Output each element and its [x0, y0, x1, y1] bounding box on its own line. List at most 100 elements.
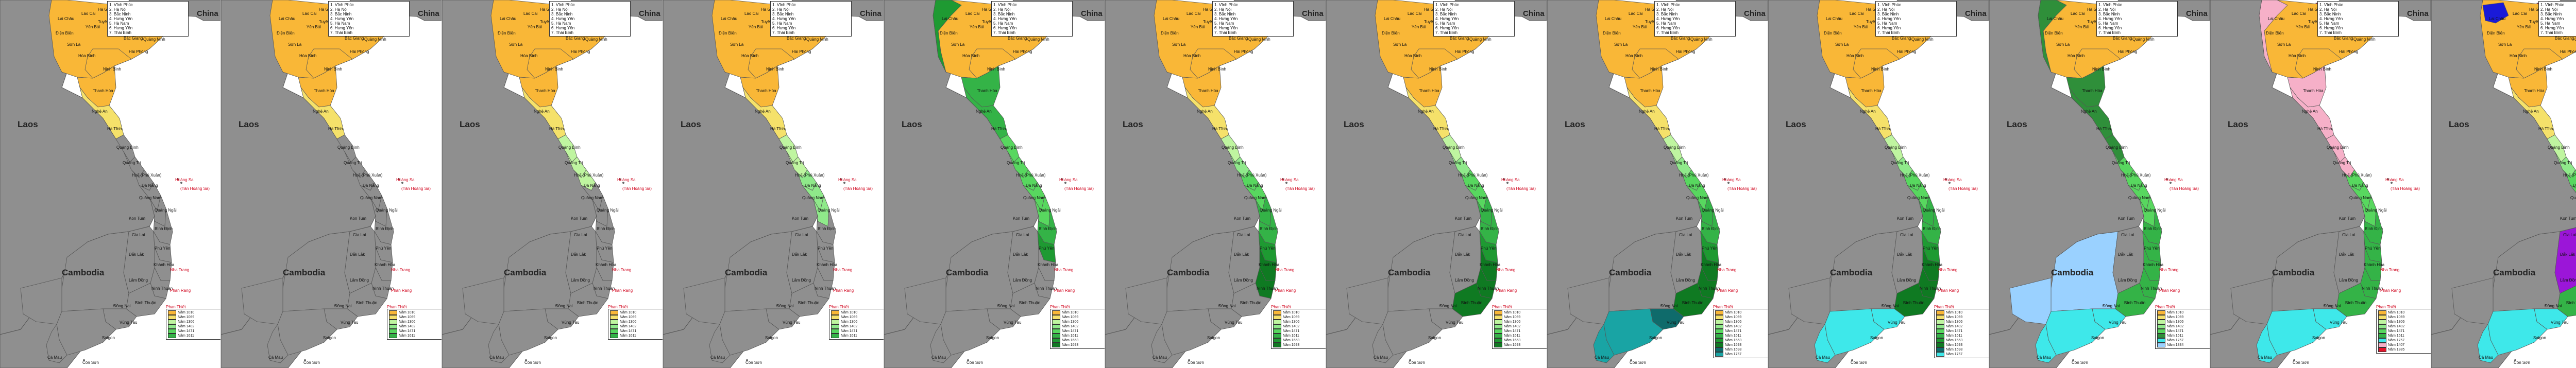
- label-thanh_hoa: Thanh Hóa: [1640, 89, 1660, 93]
- legend-entry: Năm 1611: [389, 334, 440, 338]
- label-phu_yen: Phú Yên: [1039, 246, 1055, 251]
- label-ca_mau: Cà Mau: [1153, 355, 1167, 360]
- label-da_nang: Đà Nẵng: [1689, 183, 1705, 188]
- label-china: China: [860, 9, 882, 18]
- legend-label: Năm 1306: [2388, 320, 2405, 324]
- label-dien_bien: Điện Biên: [56, 31, 74, 36]
- label-laos: Laos: [1786, 119, 1806, 129]
- label-dak_lak: Đắk Lắk: [1455, 252, 1470, 257]
- legend-label: Năm 1757: [1946, 353, 1963, 356]
- region-vnCaMau: [1593, 323, 1615, 363]
- label-china: China: [1523, 9, 1545, 18]
- label-phan_thiet: Phan Thiết: [1050, 305, 1070, 309]
- label-hai_phong: Hải Phòng: [2560, 49, 2576, 54]
- legend-entry: Năm 1010: [1494, 310, 1546, 315]
- legend-entry: Năm 1757: [1715, 352, 1767, 357]
- province-key: 1. Vĩnh Phúc 2. Hà Nội 3. Bắc Ninh 4. Hưng …: [770, 1, 852, 37]
- label-bac_giang: Bắc Giang: [124, 36, 143, 41]
- legend-entry: Năm 1306: [389, 320, 440, 324]
- label-ha_tinh: Hà Tĩnh: [1433, 127, 1448, 131]
- island-dot: [843, 182, 845, 184]
- province-key-entry: 3. Bắc Ninh: [330, 12, 352, 16]
- legend-label: Năm 1611: [1946, 334, 1962, 338]
- label-quang_ngai: Quảng Ngãi: [2144, 208, 2166, 213]
- label-ca_mau: Cà Mau: [931, 355, 946, 360]
- island-dot: [1727, 182, 1730, 184]
- legend-entry: Năm 1402: [2157, 324, 2209, 329]
- label-yen_bai: Yên Bái: [2075, 25, 2090, 29]
- province-key-entry: 7. Thái Bình: [1214, 30, 1236, 35]
- legend-swatch: [1052, 334, 1060, 338]
- legend-label: Năm 1471: [399, 329, 416, 333]
- label-dak_lak: Đắk Lắk: [129, 252, 144, 257]
- label-laos: Laos: [681, 119, 701, 129]
- label-quang_tri: Quảng Trị: [2112, 161, 2130, 165]
- label-son_la: Sơn La: [288, 42, 302, 47]
- province-key-entry: 2. Hà Nội: [330, 7, 348, 12]
- province-key-entry: 5. Hà Nam: [2098, 21, 2119, 26]
- legend-label: Năm 1611: [2388, 334, 2404, 338]
- legend-label: Năm 1010: [1725, 311, 1742, 314]
- label-yen_bai: Yên Bái: [1633, 25, 1648, 29]
- label-thanh_hoa: Thanh Hóa: [1198, 89, 1218, 93]
- label-phu_yen: Phú Yên: [2365, 246, 2381, 251]
- label-dien_bien: Điện Biên: [719, 31, 737, 36]
- label-quang_nam: Quảng Nam: [1686, 196, 1709, 200]
- province-key-entry: 3. Bắc Ninh: [1214, 12, 1236, 16]
- label-yen_bai: Yên Bái: [1412, 25, 1427, 29]
- label-hoang_sa: Hoàng Sa: [2164, 178, 2183, 182]
- label-dien_bien: Điện Biên: [1382, 31, 1400, 36]
- legend-entry: Năm 1693: [1936, 343, 1988, 347]
- legend-label: Năm 1471: [1504, 329, 1521, 333]
- label-nghe_an: Nghệ An: [92, 109, 108, 114]
- province-key-entry: 5. Hà Nam: [1877, 21, 1897, 26]
- label-saigon: Saigon: [1428, 336, 1441, 340]
- label-dong_nai: Đồng Nai: [776, 304, 794, 308]
- label-hue: Huế (Phú Xuân): [1458, 173, 1488, 178]
- legend-swatch: [1936, 347, 1944, 352]
- legend-entry: Năm 1757: [2157, 338, 2209, 343]
- legend-label: Năm 1653: [1946, 339, 1963, 342]
- label-quang_tri: Quảng Trị: [344, 161, 362, 165]
- label-binh_thuan: Bình Thuận: [1903, 301, 1925, 305]
- province-key-entry: 6. Hưng Yên: [330, 26, 354, 30]
- label-binh_dinh: Bình Định: [818, 226, 836, 231]
- label-phan_thiet: Phan Thiết: [1492, 305, 1512, 309]
- legend-swatch: [1715, 324, 1723, 329]
- legend-entry: Năm 1471: [1715, 329, 1767, 334]
- label-quang_nam: Quảng Nam: [2570, 196, 2576, 200]
- label-dien_bien: Điện Biên: [2487, 31, 2505, 36]
- label-hoa_binh: Hòa Bình: [1183, 54, 1201, 58]
- label-quang_nam: Quảng Nam: [1244, 196, 1267, 200]
- province-key-entry: 6. Hưng Yên: [109, 26, 133, 30]
- legend-entry: Năm 1402: [831, 324, 883, 329]
- label-thanh_hoa: Thanh Hóa: [1419, 89, 1439, 93]
- label-lai_chau: Lai Châu: [1605, 16, 1622, 21]
- province-key-entry: 1. Vĩnh Phúc: [1435, 3, 1459, 7]
- legend-entry: Năm 1069: [831, 315, 883, 320]
- label-saigon: Saigon: [102, 336, 115, 340]
- island-dot: [398, 178, 400, 180]
- label-lam_dong: Lâm Đồng: [129, 278, 148, 283]
- label-gia_lai: Gia Lai: [2121, 233, 2134, 237]
- legend-label: Năm 1471: [178, 329, 195, 333]
- province-key-entry: 3. Bắc Ninh: [109, 12, 131, 16]
- label-ha_tinh: Hà Tĩnh: [2538, 127, 2553, 131]
- label-son_la: Sơn La: [1614, 42, 1628, 47]
- label-hoa_binh: Hòa Bình: [299, 54, 317, 58]
- label-quang_ngai: Quảng Ngãi: [155, 208, 177, 213]
- legend-entry: Năm 1402: [1494, 324, 1546, 329]
- label-ninh_binh: Ninh Bình: [1871, 67, 1890, 72]
- legend-entry: Năm 1834: [2157, 343, 2209, 347]
- label-quang_ninh: Quảng Ninh: [1248, 37, 1270, 42]
- legend-entry: Năm 1306: [1052, 320, 1104, 324]
- province-key-entry: 6. Hưng Yên: [1877, 26, 1901, 30]
- legend-entry: Năm 1653: [1494, 338, 1546, 343]
- label-hoa_binh: Hòa Bình: [520, 54, 538, 58]
- label-hoang_sa: Hoàng Sa: [1280, 178, 1299, 182]
- legend-label: Năm 1069: [2388, 316, 2405, 319]
- label-hoang_sa: Hoàng Sa: [1722, 178, 1741, 182]
- legend-label: Năm 1306: [1504, 320, 1521, 324]
- legend-swatch: [2378, 324, 2386, 329]
- legend-entry: Năm 1611: [168, 334, 219, 338]
